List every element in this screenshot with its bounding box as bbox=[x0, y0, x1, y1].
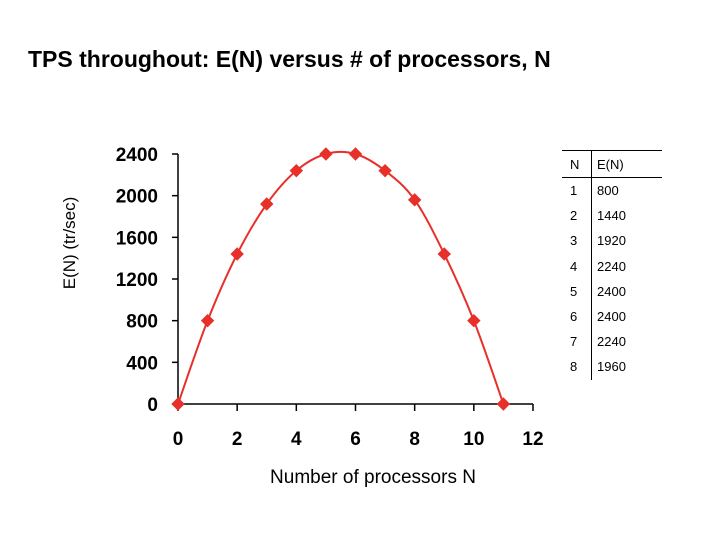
x-tick-label: 12 bbox=[522, 429, 543, 450]
cell-en: 2240 bbox=[597, 334, 626, 350]
cell-en: 2400 bbox=[597, 283, 626, 299]
cell-en: 1440 bbox=[597, 208, 626, 224]
cell-en: 2240 bbox=[597, 258, 626, 274]
data-point bbox=[496, 397, 511, 411]
y-tick-label: 2400 bbox=[116, 145, 158, 166]
data-table: N E(N) 1 800 2 1440 3 1920 4 2240 5 2400… bbox=[562, 150, 662, 380]
table-row: 6 2400 bbox=[562, 303, 662, 330]
cell-en: 800 bbox=[597, 183, 619, 199]
cell-n: 4 bbox=[562, 253, 592, 279]
cell-n: 1 bbox=[562, 178, 592, 204]
data-point bbox=[200, 313, 215, 328]
cell-n: 6 bbox=[562, 303, 592, 330]
x-tick-label: 8 bbox=[409, 429, 420, 450]
table-row: 3 1920 bbox=[562, 228, 662, 254]
x-tick-label: 2 bbox=[232, 429, 243, 450]
data-point bbox=[437, 247, 451, 261]
table-header: N E(N) bbox=[562, 150, 662, 178]
y-tick-label: 1600 bbox=[116, 228, 158, 249]
data-point bbox=[348, 147, 363, 161]
data-point bbox=[319, 147, 333, 161]
data-point bbox=[467, 313, 481, 328]
x-axis-label: Number of processors N bbox=[270, 467, 476, 488]
table-row: 4 2240 bbox=[562, 253, 662, 279]
x-tick-label: 4 bbox=[291, 429, 302, 450]
y-tick-label: 2000 bbox=[116, 187, 158, 208]
table-row: 8 1960 bbox=[562, 354, 662, 380]
table-row: 5 2400 bbox=[562, 278, 662, 304]
table-row: 7 2240 bbox=[562, 329, 662, 355]
data-point bbox=[171, 397, 185, 411]
y-tick-label: 800 bbox=[126, 312, 158, 333]
y-tick-label: 0 bbox=[147, 395, 158, 416]
chart-series bbox=[171, 147, 511, 411]
data-point bbox=[230, 247, 244, 261]
y-axis-label: E(N) (tr/sec) bbox=[60, 197, 79, 290]
data-point bbox=[407, 193, 422, 207]
table-row: 2 1440 bbox=[562, 203, 662, 229]
x-tick-label: 10 bbox=[463, 429, 484, 450]
cell-n: 3 bbox=[562, 228, 592, 254]
cell-n: 8 bbox=[562, 354, 592, 380]
x-tick-label: 0 bbox=[173, 429, 184, 450]
cell-n: 7 bbox=[562, 329, 592, 355]
x-tick-label: 6 bbox=[350, 429, 361, 450]
y-tick-label: 400 bbox=[126, 353, 158, 374]
data-point bbox=[378, 163, 392, 178]
cell-en: 1920 bbox=[597, 233, 626, 249]
table-row: 1 800 bbox=[562, 178, 662, 204]
header-en: E(N) bbox=[597, 156, 624, 172]
cell-en: 2400 bbox=[597, 309, 626, 325]
cell-en: 1960 bbox=[597, 359, 626, 375]
slide-title: TPS throughout: E(N) versus # of process… bbox=[28, 46, 551, 72]
series-line bbox=[177, 150, 505, 405]
cell-n: 2 bbox=[562, 203, 592, 229]
chart-axes bbox=[177, 154, 533, 405]
data-point bbox=[260, 197, 274, 211]
data-point bbox=[289, 163, 304, 178]
cell-n: 5 bbox=[562, 278, 592, 304]
y-tick-label: 1200 bbox=[116, 270, 158, 291]
header-n: N bbox=[562, 151, 592, 177]
